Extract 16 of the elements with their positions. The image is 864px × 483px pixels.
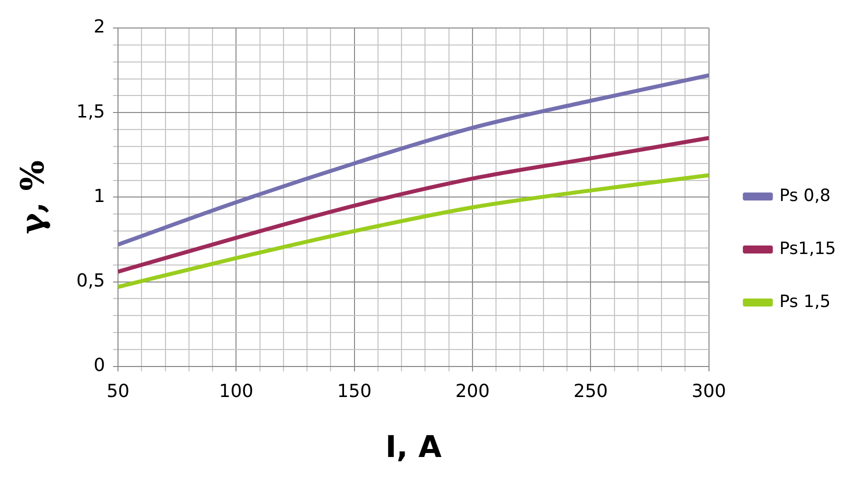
- x-tick-label: 150: [337, 380, 372, 402]
- x-tick-label: 300: [692, 380, 726, 402]
- y-tick-label: 0: [94, 355, 106, 376]
- y-tick-label: 0,5: [76, 270, 106, 292]
- legend-label: Ps 0,8: [779, 186, 831, 206]
- x-tick-label: 50: [106, 380, 130, 402]
- y-tick-label: 2: [94, 16, 106, 38]
- x-axis-title: I, A: [385, 430, 442, 465]
- y-axis-title: γ, %: [14, 160, 52, 234]
- x-tick-label: 250: [573, 380, 608, 402]
- x-tick-label: 100: [219, 380, 254, 402]
- x-tick-label: 200: [455, 380, 490, 402]
- y-tick-label: 1,5: [76, 101, 106, 122]
- legend-label: Ps1,15: [779, 238, 836, 259]
- legend-label: Ps 1,5: [779, 292, 831, 312]
- y-tick-label: 1: [94, 186, 106, 207]
